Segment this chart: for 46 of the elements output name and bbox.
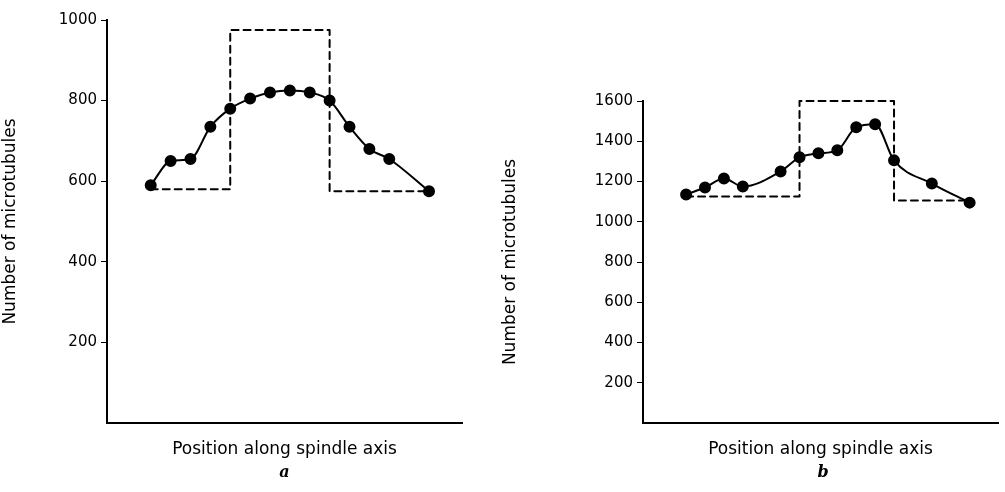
y-tick-label: 800 <box>604 251 633 270</box>
point <box>383 153 396 166</box>
point <box>343 120 356 133</box>
point <box>164 155 177 168</box>
y-tick-label: 400 <box>604 332 633 351</box>
y-tick-label: 800 <box>68 90 97 109</box>
x-axis-title: Position along spindle axis <box>708 438 933 459</box>
x-axis-title: Position along spindle axis <box>172 438 397 459</box>
y-tick-label: 1000 <box>58 9 97 28</box>
point <box>303 86 316 99</box>
point <box>717 172 730 185</box>
y-tick-label: 1200 <box>594 171 633 190</box>
point <box>144 179 157 192</box>
y-tick-label: 1600 <box>594 90 633 109</box>
point <box>736 180 749 193</box>
point <box>244 92 257 105</box>
y-axis-title: Number of microtubules <box>0 118 19 325</box>
y-tick-label: 1000 <box>594 211 633 230</box>
point <box>699 181 711 194</box>
y-tick-label: 200 <box>68 332 97 351</box>
point <box>680 188 693 201</box>
point <box>184 153 197 166</box>
point <box>423 185 435 198</box>
point <box>793 151 806 164</box>
point <box>812 147 825 160</box>
y-tick-label: 400 <box>68 251 97 270</box>
point <box>888 154 901 167</box>
point <box>363 142 376 155</box>
point <box>263 86 276 99</box>
y-tick-label: 600 <box>68 171 97 190</box>
point <box>283 84 296 97</box>
text: b <box>817 462 829 481</box>
point <box>224 102 237 115</box>
point <box>204 120 217 133</box>
y-tick-label: 200 <box>604 372 633 391</box>
point <box>831 144 844 157</box>
point <box>850 121 863 134</box>
y-axis-title: Number of microtubules <box>498 158 519 366</box>
point <box>963 196 976 209</box>
y-tick-label: 1400 <box>594 131 633 150</box>
point <box>774 165 787 178</box>
point <box>869 118 882 131</box>
point <box>323 94 336 107</box>
y-tick-label: 600 <box>604 292 633 311</box>
point <box>925 177 938 190</box>
text: a <box>279 462 290 481</box>
